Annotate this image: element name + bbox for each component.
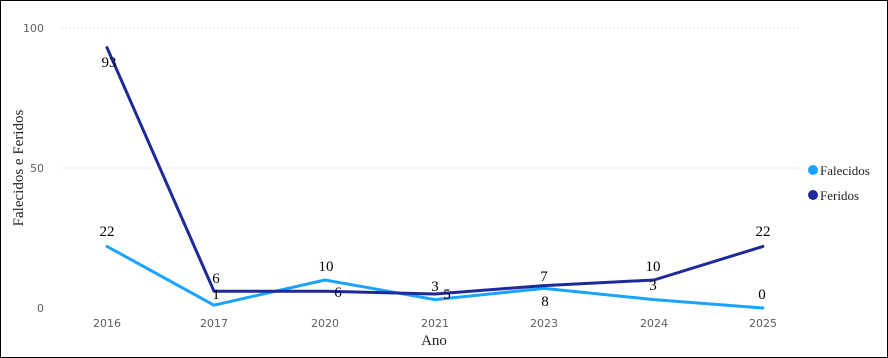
- x-axis-ticks: 2016 2017 2020 2021 2023 2024 2025: [93, 317, 777, 330]
- data-label-feridos: 5: [443, 287, 451, 303]
- y-axis-ticks: 0 50 100: [23, 22, 44, 315]
- data-label-feridos: 6: [212, 271, 220, 287]
- data-label-falecidos: 3: [649, 278, 657, 294]
- data-label-falecidos: 1: [212, 287, 220, 303]
- legend-marker-falecidos: [808, 165, 818, 175]
- gridlines: [62, 27, 800, 169]
- x-tick-label: 2020: [311, 317, 339, 330]
- legend-marker-feridos: [808, 190, 818, 200]
- x-tick-label: 2021: [421, 317, 449, 330]
- legend: Falecidos Feridos: [808, 163, 870, 203]
- data-label-feridos: 6: [334, 285, 342, 301]
- y-tick-label: 0: [37, 302, 44, 315]
- y-tick-label: 50: [30, 162, 44, 175]
- data-label-falecidos: 10: [319, 259, 334, 275]
- data-label-feridos: 93: [102, 55, 117, 71]
- x-tick-label: 2025: [749, 317, 777, 330]
- data-labels: 22 1 10 3 7 3 0 93 6 6 5 8 10 22: [100, 55, 771, 310]
- data-label-falecidos: 0: [758, 287, 766, 303]
- x-tick-label: 2016: [93, 317, 121, 330]
- y-tick-label: 100: [23, 22, 44, 35]
- data-label-falecidos: 3: [431, 279, 439, 295]
- legend-label-falecidos: Falecidos: [820, 163, 870, 178]
- x-tick-label: 2024: [640, 317, 668, 330]
- data-label-feridos: 22: [756, 224, 771, 240]
- series-line-falecidos: [105, 244, 765, 310]
- data-label-feridos: 8: [541, 294, 549, 310]
- series-lines: [105, 46, 765, 310]
- y-axis-title: Falecidos e Feridos: [11, 110, 27, 227]
- series-line-feridos: [105, 46, 765, 296]
- x-tick-label: 2017: [200, 317, 228, 330]
- x-tick-label: 2023: [530, 317, 558, 330]
- x-axis-title: Ano: [421, 333, 447, 349]
- data-label-feridos: 10: [646, 259, 661, 275]
- data-label-falecidos: 7: [540, 269, 548, 285]
- data-label-falecidos: 22: [100, 224, 115, 240]
- legend-label-feridos: Feridos: [820, 188, 859, 203]
